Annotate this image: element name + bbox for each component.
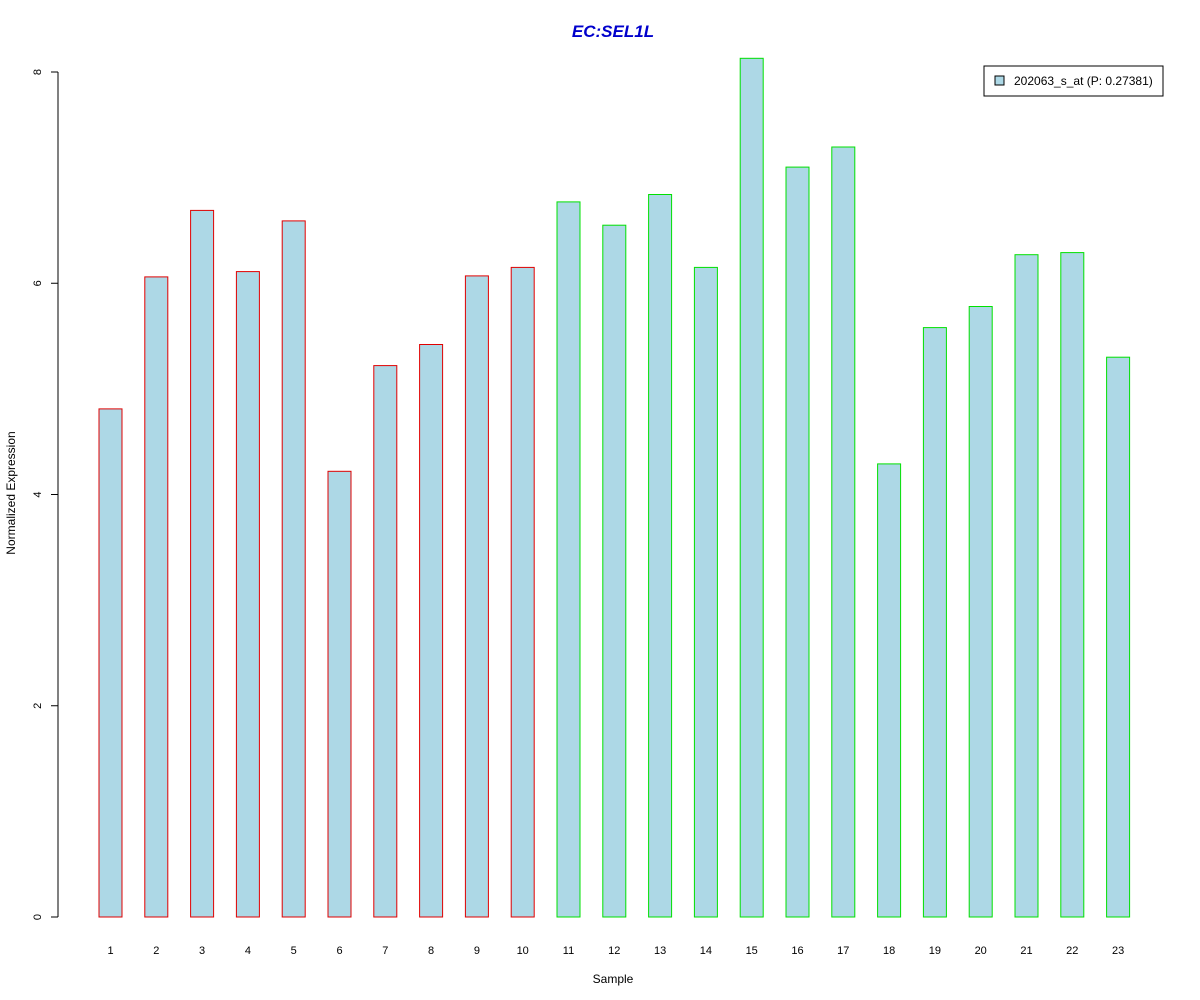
x-tick-label: 21 (1020, 945, 1032, 957)
x-tick-label: 15 (746, 945, 758, 957)
x-tick-label: 3 (199, 945, 205, 957)
bar-sample-19 (922, 327, 947, 918)
bar-sample-23 (1106, 356, 1131, 918)
bars (98, 57, 1131, 918)
x-tick-label: 19 (929, 945, 941, 957)
bar-sample-22 (1060, 252, 1085, 918)
x-tick-label: 20 (975, 945, 987, 957)
x-tick-label: 16 (791, 945, 803, 957)
y-tick-label: 0 (32, 914, 44, 920)
x-tick-label: 13 (654, 945, 666, 957)
x-tick-label: 7 (382, 945, 388, 957)
x-tick-label: 14 (700, 945, 712, 957)
bar-sample-5 (281, 220, 306, 918)
bar-sample-1 (98, 408, 123, 918)
y-axis: 0 2 4 6 8 (32, 69, 59, 920)
x-tick-label: 5 (291, 945, 297, 957)
x-tick-label: 11 (563, 945, 574, 957)
y-axis-title: Normalized Expression (4, 431, 18, 554)
bar-sample-9 (464, 275, 489, 918)
x-tick-label: 17 (837, 945, 849, 957)
bar-sample-6 (327, 470, 352, 918)
x-tick-label: 18 (883, 945, 895, 957)
bar-sample-18 (877, 463, 902, 918)
bar-sample-10 (510, 266, 535, 918)
bar-sample-16 (785, 166, 810, 918)
bar-sample-21 (1014, 254, 1039, 918)
bar-sample-14 (693, 266, 718, 918)
x-tick-label: 4 (245, 945, 251, 957)
y-tick-label: 2 (32, 703, 44, 709)
legend-swatch (994, 75, 1005, 86)
y-tick-label: 8 (32, 69, 44, 75)
x-tick-label: 10 (517, 945, 529, 957)
legend: 202063_s_at (P: 0.27381) (983, 65, 1164, 97)
x-tick-label: 9 (474, 945, 480, 957)
bar-sample-4 (235, 271, 260, 918)
bar-sample-3 (190, 209, 215, 918)
bar-sample-13 (648, 194, 673, 918)
bar-sample-7 (373, 365, 398, 918)
bar-sample-17 (831, 146, 856, 918)
legend-box (983, 65, 1164, 97)
x-tick-label: 8 (428, 945, 434, 957)
bar-sample-20 (968, 306, 993, 918)
x-tick-label: 22 (1066, 945, 1078, 957)
bar-sample-12 (602, 224, 627, 918)
x-axis-labels: 1 2 3 4 5 6 7 8 9 10 11 12 13 14 15 16 17 18 19 20 21 22 23 (107, 945, 1124, 957)
x-tick-label: 23 (1112, 945, 1124, 957)
x-tick-label: 6 (336, 945, 342, 957)
x-tick-label: 12 (608, 945, 620, 957)
bar-sample-15 (739, 57, 764, 918)
y-tick-label: 4 (32, 491, 44, 497)
y-tick-label: 6 (32, 280, 44, 286)
bar-sample-8 (419, 344, 444, 918)
x-tick-label: 1 (107, 945, 113, 957)
legend-label: 202063_s_at (P: 0.27381) (1014, 74, 1153, 88)
x-tick-label: 2 (153, 945, 159, 957)
chart-title: EC:SEL1L (572, 22, 654, 41)
bar-sample-2 (144, 276, 169, 918)
x-axis-title: Sample (593, 972, 634, 986)
bar-sample-11 (556, 201, 581, 918)
